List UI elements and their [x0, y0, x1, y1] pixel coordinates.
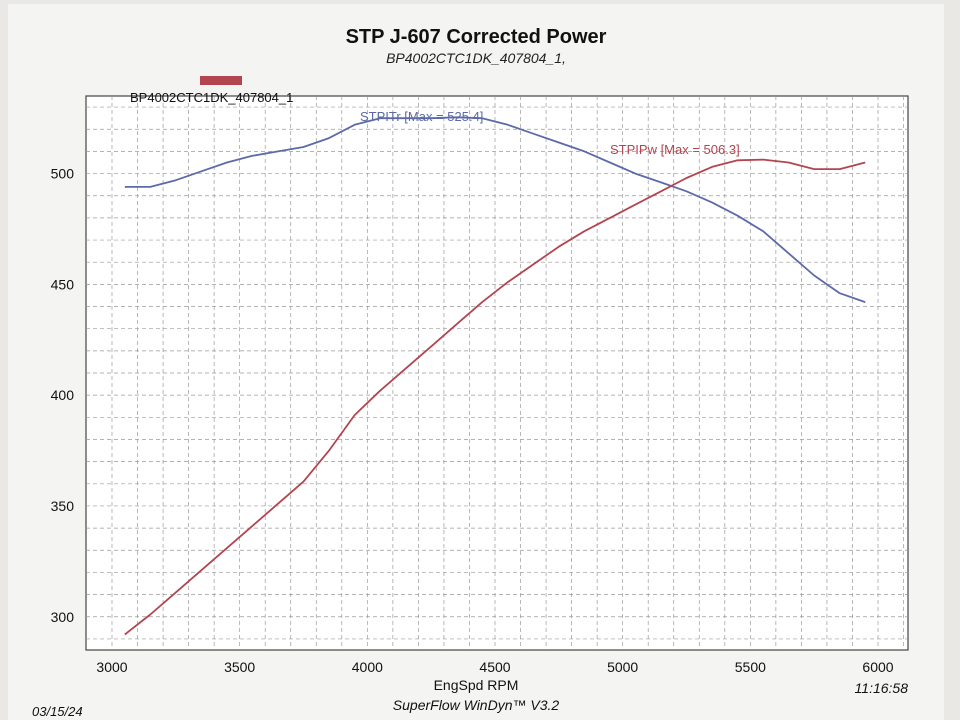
x-tick-label: 5500 — [735, 659, 766, 675]
print-time: 11:16:58 — [854, 680, 908, 696]
y-tick-label: 500 — [51, 166, 75, 182]
series-label-torque: STPITr [Max = 525.4] — [360, 109, 483, 124]
series-label-power: STPIPw [Max = 506.3] — [610, 142, 740, 157]
series-line-stpitr — [124, 116, 866, 303]
x-tick-label: 3500 — [224, 659, 255, 675]
series-labels: STPITr [Max = 525.4] STPIPw [Max = 506.3] — [360, 109, 740, 157]
y-tick-label: 450 — [51, 276, 75, 292]
y-tick-label: 350 — [51, 498, 75, 514]
chart-subtitle: BP4002CTC1DK_407804_1, — [386, 50, 566, 66]
legend-label: BP4002CTC1DK_407804_1 — [130, 90, 293, 105]
x-axis-label: EngSpd RPM — [434, 677, 519, 693]
legend: BP4002CTC1DK_407804_1 — [130, 76, 293, 105]
x-tick-label: 4000 — [352, 659, 383, 675]
grid-lines — [86, 96, 908, 650]
dyno-chart: 300 350 400 450 500 3000 3500 4000 4500 5000 5500… — [51, 76, 909, 693]
x-tick-labels: 3000 3500 4000 4500 5000 5500 6000 — [96, 659, 893, 675]
plot-area — [85, 95, 909, 651]
plot-frame — [85, 95, 909, 651]
y-tick-label: 400 — [51, 387, 75, 403]
software-name: SuperFlow WinDyn™ V3.2 — [392, 697, 560, 713]
y-tick-label: 300 — [51, 609, 75, 625]
x-tick-label: 6000 — [862, 659, 893, 675]
x-tick-label: 3000 — [96, 659, 127, 675]
chart-title: STP J-607 Corrected Power — [345, 26, 607, 48]
legend-swatch — [200, 76, 242, 85]
x-tick-label: 5000 — [607, 659, 638, 675]
print-date: 03/15/24 — [32, 704, 83, 719]
series-line-stpipw — [124, 158, 866, 636]
printout-sheet: STP J-607 Corrected Power BP4002CTC1DK_4… — [8, 4, 944, 720]
series-lines — [124, 116, 866, 636]
y-tick-labels: 300 350 400 450 500 — [51, 166, 75, 625]
x-tick-label: 4500 — [479, 659, 510, 675]
